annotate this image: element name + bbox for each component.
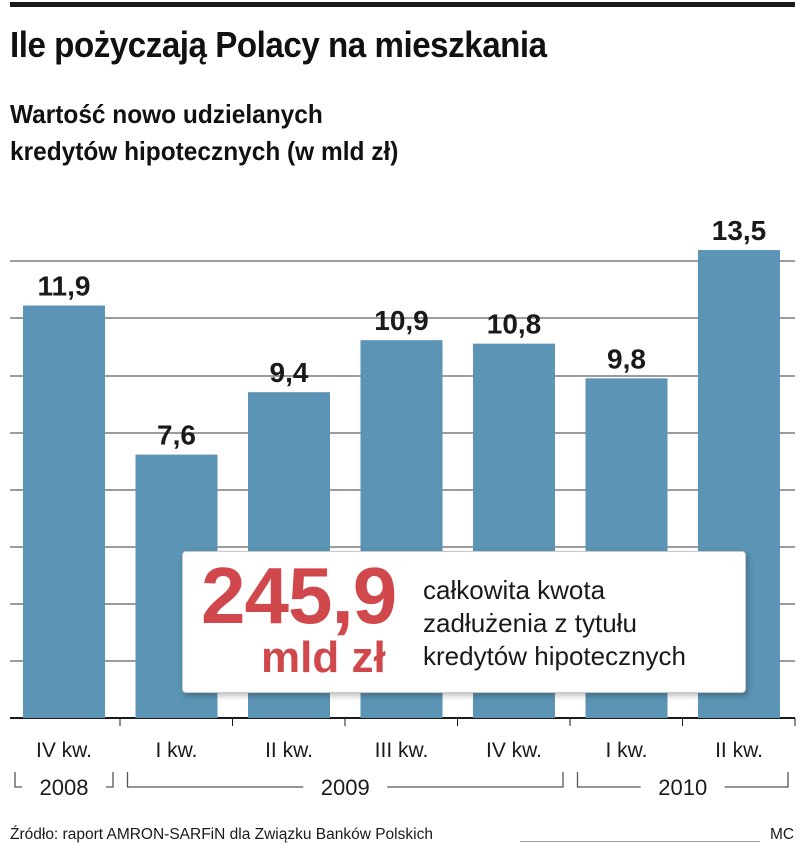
value-label: 7,6 <box>157 420 196 451</box>
category-label: I kw. <box>605 739 647 762</box>
category-label: II kw. <box>265 739 313 762</box>
total-debt-value: 245,9 <box>201 551 397 640</box>
year-label-bg <box>640 773 725 799</box>
year-label-bg <box>303 773 388 799</box>
chart-subtitle: Wartość nowo udzielanych kredytów hipote… <box>10 96 398 170</box>
x-axis: IV kw. I kw. II kw. III kw. IV kw. I kw. II kw… <box>36 718 796 762</box>
value-label: 10,8 <box>487 309 542 340</box>
year-label: 2010 <box>658 775 707 800</box>
year-groups: 2008 2009 2010 <box>14 772 789 800</box>
category-label: II kw. <box>715 739 763 762</box>
callout-description: całkowita kwota zadłużenia z tytułu kred… <box>423 574 743 673</box>
callout-text-line-3: kredytów hipotecznych <box>423 641 687 671</box>
value-label: 13,5 <box>712 215 767 246</box>
category-label: IV kw. <box>486 739 542 762</box>
category-label: I kw. <box>155 739 197 762</box>
value-label: 9,8 <box>607 343 646 374</box>
callout-text-line-1: całkowita kwota <box>423 575 606 605</box>
top-rule <box>10 2 795 7</box>
subtitle-line-2: kredytów hipotecznych (w mld zł) <box>10 136 399 166</box>
total-debt-callout: 245,9 mld zł całkowita kwota zadłużenia … <box>182 551 746 693</box>
subtitle-line-1: Wartość nowo udzielanych <box>10 99 323 129</box>
value-label: 11,9 <box>38 271 91 302</box>
year-label: 2009 <box>321 775 370 800</box>
author-credit: MC <box>770 826 795 843</box>
callout-text-line-2: zadłużenia z tytułu <box>423 608 637 638</box>
year-label: 2008 <box>40 775 89 800</box>
category-label: III kw. <box>375 739 429 762</box>
value-label: 10,9 <box>374 305 429 336</box>
total-debt-unit: mld zł <box>261 633 386 682</box>
source-divider <box>520 841 760 842</box>
source-note: Źródło: raport AMRON-SARFiN dla Związku … <box>10 826 433 843</box>
bar <box>23 305 105 718</box>
value-label: 9,4 <box>270 357 309 388</box>
year-label-bg <box>22 773 106 799</box>
chart-title: Ile pożyczają Polacy na mieszkania <box>10 24 547 65</box>
value-labels: 11,9 7,6 9,4 10,9 10,8 9,8 13,5 <box>38 215 767 451</box>
category-label: IV kw. <box>36 739 92 762</box>
